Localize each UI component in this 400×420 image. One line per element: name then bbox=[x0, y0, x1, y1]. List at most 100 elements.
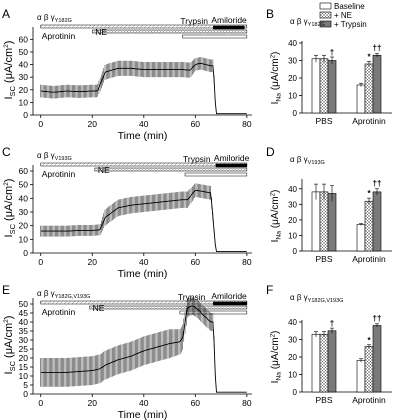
y-tick-label: 40 bbox=[19, 193, 29, 203]
significance-mark: * bbox=[367, 336, 371, 345]
genotype-label: α β γY182G bbox=[37, 13, 72, 24]
y-axis-label: INa (μA/cm2) bbox=[270, 190, 283, 243]
group-label: PBS bbox=[315, 395, 332, 405]
bar bbox=[372, 191, 382, 252]
y-axis-label: INa (μA/cm2) bbox=[270, 52, 283, 105]
bar bbox=[311, 333, 321, 393]
x-tick-label: 80 bbox=[242, 398, 252, 408]
y-tick-label: 0 bbox=[293, 388, 298, 397]
genotype-label: α β γY182G bbox=[290, 17, 325, 28]
significance-mark: * bbox=[367, 189, 371, 198]
y-tick-label: 50 bbox=[19, 180, 29, 190]
group-label: Aprotinin bbox=[352, 116, 386, 126]
y-tick-label: 10 bbox=[19, 371, 29, 381]
y-tick-label: 50 bbox=[19, 47, 29, 57]
y-tick-label: 30 bbox=[19, 207, 29, 217]
genotype-label: α β γY182G,V193G bbox=[290, 293, 343, 304]
x-tick-label: 0 bbox=[38, 119, 43, 129]
y-axis-label: INa (μA/cm2) bbox=[270, 331, 283, 384]
y-tick-label: 30 bbox=[288, 336, 297, 345]
y-tick-label: 60 bbox=[19, 166, 29, 176]
panel-letter: A bbox=[2, 7, 10, 21]
panel-letter: D bbox=[266, 145, 275, 159]
genotype-label: α β γY182G,V193G bbox=[37, 289, 90, 300]
y-tick-label: 20 bbox=[19, 85, 29, 95]
trypsin-label: Trypsin bbox=[180, 16, 208, 26]
aprotinin-label: Aprotinin bbox=[42, 307, 76, 317]
y-tick-label: 20 bbox=[288, 353, 297, 362]
x-tick-label: 40 bbox=[139, 119, 149, 129]
amiloride-label: Amiloride bbox=[211, 15, 247, 25]
bar bbox=[372, 325, 382, 393]
bar bbox=[327, 60, 337, 114]
x-tick-label: 60 bbox=[191, 257, 201, 267]
y-tick-label: 15 bbox=[19, 362, 29, 372]
y-tick-label: 10 bbox=[288, 231, 297, 240]
panel-letter: E bbox=[2, 283, 10, 297]
y-tick-label: 45 bbox=[19, 308, 29, 318]
amiloride-bar bbox=[213, 301, 248, 306]
ne-bar bbox=[89, 305, 248, 310]
y-tick-label: 0 bbox=[293, 109, 298, 118]
ne-bar bbox=[94, 167, 248, 172]
group-label: PBS bbox=[315, 116, 332, 126]
group-label: PBS bbox=[315, 254, 332, 264]
trypsin-bar bbox=[184, 172, 248, 177]
y-tick-label: 0 bbox=[293, 247, 298, 256]
significance-mark: †† bbox=[373, 44, 382, 53]
ne-label: NE bbox=[98, 165, 110, 175]
y-tick-label: 35 bbox=[19, 326, 29, 336]
x-tick-label: 40 bbox=[139, 257, 149, 267]
amiloride-bar bbox=[213, 25, 245, 30]
y-tick-label: 60 bbox=[19, 34, 29, 44]
y-tick-label: 10 bbox=[288, 371, 297, 380]
ne-label: NE bbox=[93, 303, 105, 313]
y-tick-label: 20 bbox=[288, 216, 297, 225]
ne-bar bbox=[92, 29, 248, 34]
y-axis-label: ISC (μA/cm2) bbox=[3, 316, 17, 375]
genotype-label: α β γV193G bbox=[290, 155, 325, 166]
bar bbox=[327, 330, 337, 393]
x-tick-label: 0 bbox=[38, 398, 43, 408]
trypsin-bar bbox=[182, 34, 248, 39]
y-tick-label: 30 bbox=[288, 200, 297, 209]
x-tick-label: 80 bbox=[242, 119, 252, 129]
bar bbox=[356, 224, 366, 252]
y-tick-label: 40 bbox=[19, 60, 29, 70]
x-tick-label: 20 bbox=[88, 119, 98, 129]
bar bbox=[356, 360, 366, 393]
x-tick-label: 40 bbox=[139, 398, 149, 408]
y-tick-label: 50 bbox=[19, 299, 29, 309]
y-tick-label: 5 bbox=[23, 380, 28, 390]
y-tick-label: 40 bbox=[288, 185, 297, 194]
x-tick-label: 60 bbox=[191, 119, 201, 129]
legend-swatch bbox=[319, 2, 332, 10]
bar bbox=[311, 58, 321, 114]
timecourse-panel-C: C Aprotinin NE Trypsin Amiloride 0 20 40 60 80 0 10… bbox=[2, 145, 252, 280]
x-tick-label: 80 bbox=[242, 257, 252, 267]
group-label: Aprotinin bbox=[352, 395, 386, 405]
trypsin-label: Trypsin bbox=[178, 292, 206, 302]
bar bbox=[356, 84, 366, 114]
x-axis-label: Time (min) bbox=[118, 268, 168, 280]
bar bbox=[327, 193, 337, 252]
genotype-label: α β γV193G bbox=[37, 151, 72, 162]
bar bbox=[319, 191, 329, 252]
trypsin-label: Trypsin bbox=[183, 154, 211, 164]
significance-mark: †† bbox=[373, 179, 382, 188]
bar bbox=[372, 54, 382, 114]
bar bbox=[364, 63, 374, 114]
y-tick-label: 10 bbox=[19, 234, 29, 244]
x-tick-label: 20 bbox=[88, 257, 98, 267]
legend-swatch bbox=[319, 20, 332, 28]
panel-letter: B bbox=[266, 7, 274, 21]
bar bbox=[319, 333, 329, 393]
y-tick-label: 40 bbox=[19, 317, 29, 327]
legend-label: + Trypsin bbox=[334, 20, 367, 29]
y-tick-label: 30 bbox=[288, 57, 297, 66]
legend-label: + NE bbox=[334, 11, 352, 20]
aprotinin-bar bbox=[40, 24, 248, 29]
isc-trace bbox=[40, 189, 247, 253]
